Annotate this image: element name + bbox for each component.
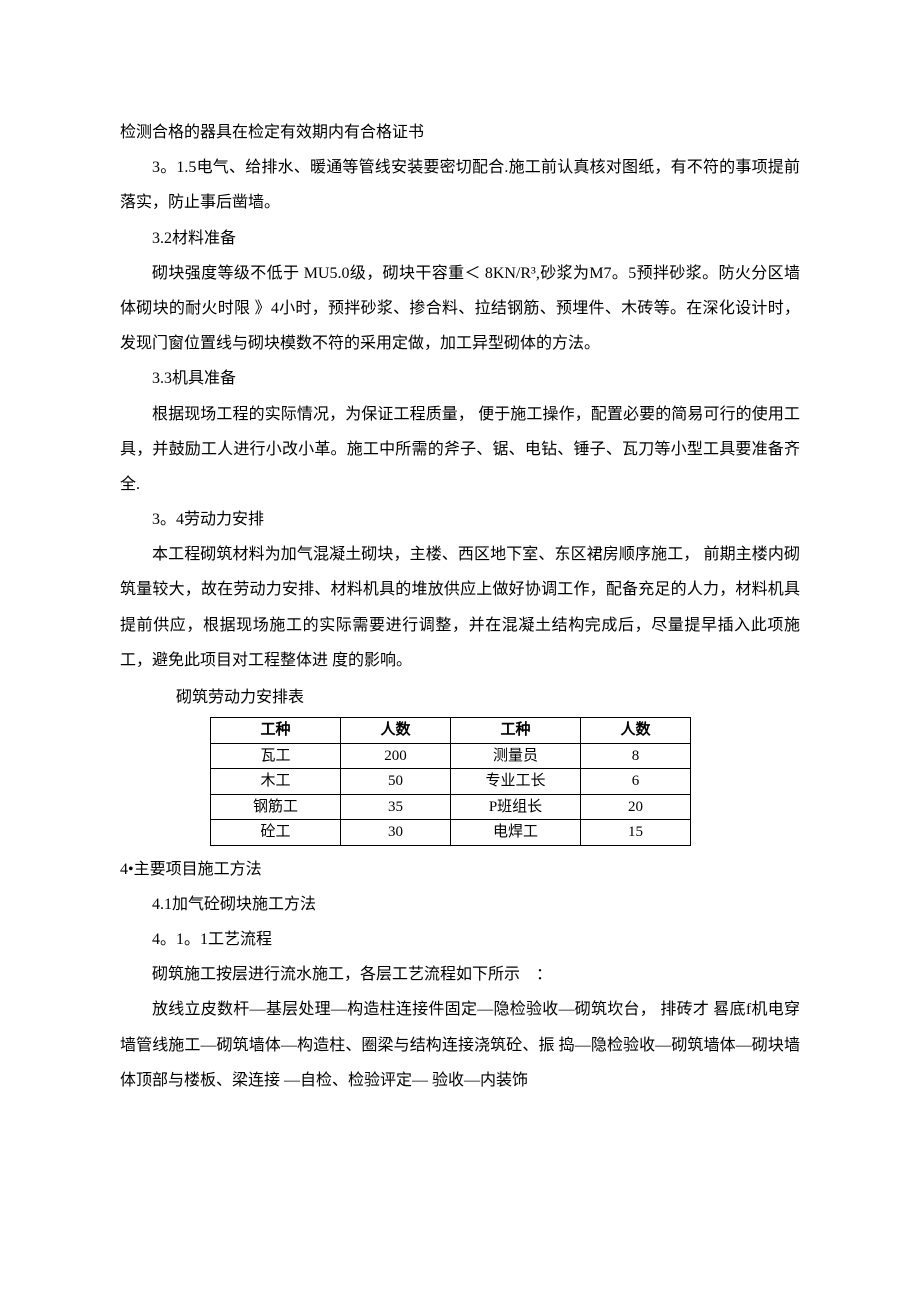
table-cell: 8 bbox=[581, 743, 691, 769]
table-cell: 木工 bbox=[211, 769, 341, 795]
paragraph-inspection: 检测合格的器具在检定有效期内有合格证书 bbox=[120, 115, 800, 150]
table-cell: 50 bbox=[341, 769, 451, 795]
table-cell: 6 bbox=[581, 769, 691, 795]
table-row: 木工 50 专业工长 6 bbox=[211, 769, 691, 795]
table-header: 工种 bbox=[211, 718, 341, 744]
table-cell: 30 bbox=[341, 820, 451, 846]
table-caption: 砌筑劳动力安排表 bbox=[120, 680, 800, 715]
table-cell: 电焊工 bbox=[451, 820, 581, 846]
table-header: 工种 bbox=[451, 718, 581, 744]
section-411-title: 4。1。1工艺流程 bbox=[120, 922, 800, 957]
section-34-title: 3。4劳动力安排 bbox=[120, 502, 800, 537]
section-33-title: 3.3机具准备 bbox=[120, 361, 800, 396]
document-body: 检测合格的器具在检定有效期内有合格证书 3。1.5电气、给排水、暖通等管线安装要… bbox=[120, 115, 800, 1098]
table-cell: 15 bbox=[581, 820, 691, 846]
table-cell: 测量员 bbox=[451, 743, 581, 769]
paragraph-process-intro: 砌筑施工按层进行流水施工，各层工艺流程如下所示 ： bbox=[120, 957, 800, 992]
paragraph-process-steps: 放线立皮数杆—基层处理—构造柱连接件固定—隐检验收—砌筑坎台， 排砖才 晷底f机… bbox=[120, 992, 800, 1098]
table-cell: 20 bbox=[581, 794, 691, 820]
table-cell: 钢筋工 bbox=[211, 794, 341, 820]
table-cell: 35 bbox=[341, 794, 451, 820]
table-header-row: 工种 人数 工种 人数 bbox=[211, 718, 691, 744]
table-row: 瓦工 200 测量员 8 bbox=[211, 743, 691, 769]
table-cell: 专业工长 bbox=[451, 769, 581, 795]
table-cell: 瓦工 bbox=[211, 743, 341, 769]
paragraph-315: 3。1.5电气、给排水、暖通等管线安装要密切配合.施工前认真核对图纸，有不符的事… bbox=[120, 150, 800, 220]
section-4-title: 4•主要项目施工方法 bbox=[120, 852, 800, 887]
paragraph-32-body: 砌块强度等级不低于 MU5.0级，砌块干容重＜ 8KN/R³,砂浆为M7。5预拌… bbox=[120, 256, 800, 362]
labor-table: 工种 人数 工种 人数 瓦工 200 测量员 8 木工 50 专业工长 6 钢筋… bbox=[210, 717, 691, 846]
table-row: 钢筋工 35 P班组长 20 bbox=[211, 794, 691, 820]
paragraph-34-body: 本工程砌筑材料为加气混凝土砌块，主楼、西区地下室、东区裙房顺序施工， 前期主楼内… bbox=[120, 537, 800, 678]
table-cell: P班组长 bbox=[451, 794, 581, 820]
table-cell: 砼工 bbox=[211, 820, 341, 846]
table-row: 砼工 30 电焊工 15 bbox=[211, 820, 691, 846]
paragraph-33-body: 根据现场工程的实际情况，为保证工程质量， 便于施工操作，配置必要的简易可行的使用… bbox=[120, 397, 800, 503]
table-header: 人数 bbox=[341, 718, 451, 744]
section-32-title: 3.2材料准备 bbox=[120, 221, 800, 256]
section-41-title: 4.1加气砼砌块施工方法 bbox=[120, 887, 800, 922]
table-header: 人数 bbox=[581, 718, 691, 744]
table-cell: 200 bbox=[341, 743, 451, 769]
